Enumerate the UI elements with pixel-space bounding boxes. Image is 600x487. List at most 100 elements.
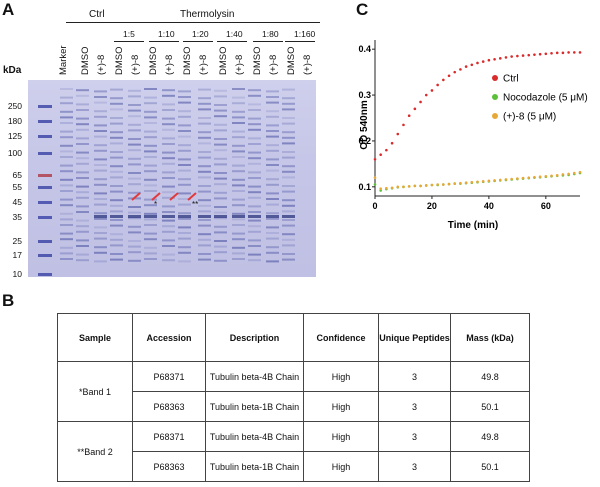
lane-band (162, 259, 175, 262)
lane-label: (+)-8 (268, 54, 279, 75)
lane-band (76, 128, 89, 131)
cleavage-band (162, 215, 175, 218)
lane-band (214, 129, 227, 132)
lane-band (60, 178, 73, 181)
lane-band (178, 96, 191, 98)
chart-points (373, 51, 582, 192)
lane-band (128, 109, 141, 112)
data-point (464, 181, 468, 184)
marker-band (38, 201, 52, 204)
data-point (453, 182, 457, 185)
data-point (498, 57, 502, 60)
lane-band (248, 162, 261, 165)
lane-band (76, 230, 89, 233)
lane-band (178, 169, 191, 172)
mw-label: 100 (7, 148, 22, 158)
lane-band (128, 259, 141, 262)
lane-band (162, 225, 175, 228)
lane-band (144, 218, 157, 221)
header-description: Description (205, 313, 304, 362)
chart-legend: Ctrl Nocodazole (5 μM) (+)-8 (5 μM) (492, 74, 588, 123)
lane-band (76, 253, 89, 256)
lane-band (214, 177, 227, 180)
data-point (527, 176, 531, 179)
lane-band (110, 156, 123, 159)
lane-band (128, 129, 141, 132)
lane-band (248, 205, 261, 208)
lane-band (232, 190, 245, 192)
lane-band (282, 219, 295, 221)
lane-band (128, 211, 141, 214)
lane-band (248, 245, 261, 247)
mw-label: 35 (12, 212, 22, 222)
lane-band (198, 219, 211, 221)
data-point (481, 180, 485, 183)
lane-band (178, 149, 191, 152)
lane-band (232, 96, 245, 99)
lane-band (144, 184, 157, 187)
data-point (373, 157, 377, 161)
data-point (436, 183, 439, 186)
lane-band (128, 206, 141, 208)
x-tick-label: 0 (372, 201, 377, 211)
lane-band (162, 123, 175, 126)
lane-band (266, 178, 279, 181)
ratio-label: 1:80 (262, 29, 279, 39)
legend-marker (492, 113, 498, 119)
band-mark-single: * (154, 200, 158, 209)
header-confidence: Confidence (303, 313, 379, 362)
lane-band (110, 244, 123, 247)
lane-band (162, 196, 175, 199)
sample-cell: *Band 1 (57, 361, 133, 422)
lane-band (94, 130, 107, 132)
lane-band (162, 239, 175, 242)
lane-band (178, 124, 191, 127)
lane-band (60, 130, 73, 133)
data-point (402, 185, 405, 189)
lane-band (214, 240, 227, 242)
lane-label: DMSO (114, 46, 125, 76)
thermolysin-group-label: Thermolysin (180, 9, 235, 20)
lane-band (162, 162, 175, 165)
lane-band (214, 191, 227, 194)
ratio-label: 1:40 (226, 29, 243, 39)
lane-band (266, 226, 279, 229)
data-point (442, 183, 445, 186)
lane-band (178, 90, 191, 93)
lane-band (282, 233, 295, 236)
cleavage-band (178, 215, 191, 218)
data-point (538, 175, 542, 179)
y-tick-label: 0.1 (358, 182, 371, 192)
lane-band (214, 172, 227, 174)
lane-band (60, 96, 73, 99)
lane-band (76, 245, 89, 247)
lane-band (282, 102, 295, 105)
lane-band (76, 137, 89, 140)
lane-band (144, 88, 157, 90)
marker-band (38, 120, 52, 123)
lane-band (94, 232, 107, 234)
lane-band (178, 135, 191, 138)
data-point (453, 70, 457, 74)
lane-band (214, 138, 227, 140)
lane-band (110, 233, 123, 236)
marker-band (38, 216, 52, 219)
lane-label: DMSO (252, 46, 263, 76)
lane-band (110, 204, 123, 207)
data-point (379, 187, 382, 190)
x-tick-label: 60 (541, 201, 551, 211)
lane-band (110, 136, 123, 139)
lane-band (266, 130, 279, 132)
lane-band (60, 156, 73, 158)
lane-band (198, 258, 211, 261)
data-point (561, 173, 565, 176)
cleavage-band (282, 215, 295, 218)
lane-band (282, 210, 295, 213)
lane-band (76, 171, 89, 174)
lane-band (198, 199, 211, 202)
y-axis-label: OD 540nm (359, 100, 370, 150)
data-point (407, 114, 411, 118)
ratio-line (253, 41, 283, 42)
accession-cell: P68363 (132, 391, 206, 422)
lane-band (282, 204, 295, 207)
